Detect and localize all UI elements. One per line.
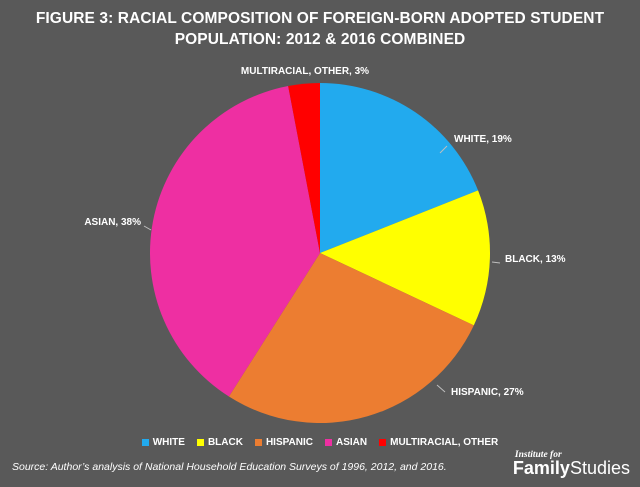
chart-title-line-2: POPULATION: 2012 & 2016 COMBINED [174,31,466,48]
legend-item: HISPANIC [254,437,313,448]
chart-title: FIGURE 3: RACIAL COMPOSITION OF FOREIGN-… [0,8,640,50]
legend: WHITE BLACK HISPANIC ASIAN MULTIRACIAL, OTHE… [0,437,640,448]
legend-item: MULTIRACIAL, OTHER [379,437,498,448]
leader-line [143,225,152,231]
data-label: WHITE, 19% [454,134,512,145]
data-label: MULTIRACIAL, OTHER, 3% [241,66,369,77]
legend-label: BLACK [207,437,243,448]
pie-slice-asian [149,86,320,397]
pie-slice-multiracial-other [288,83,320,253]
leader-line [491,261,501,264]
pie-slice-hispanic [228,253,474,424]
legend-swatch [254,439,262,446]
source-note: Source: Author’s analysis of National Ho… [12,461,447,473]
legend-swatch [379,439,387,446]
data-label: BLACK, 13% [505,254,566,265]
logo-word-family: Family [512,457,570,478]
legend-label: WHITE [152,437,185,448]
logo-word-studies: Studies [569,457,630,478]
legend-label: ASIAN [336,437,368,448]
leader-line [436,384,446,393]
pie-slice-white [320,83,479,253]
legend-label: MULTIRACIAL, OTHER [390,437,499,448]
pie-slice-black [320,190,490,326]
leader-line [439,145,448,154]
chart-title-line-1: FIGURE 3: RACIAL COMPOSITION OF FOREIGN-… [35,10,605,27]
legend-swatch [196,439,204,446]
legend-item: BLACK [196,437,243,448]
legend-label: HISPANIC [265,437,313,448]
legend-item: WHITE [141,437,185,448]
data-label: HISPANIC, 27% [451,387,524,398]
legend-item: ASIAN [325,437,367,448]
data-label: ASIAN, 38% [84,217,141,228]
legend-swatch [141,439,149,446]
legend-swatch [325,439,332,446]
logo-top-text: Institute for [514,450,562,460]
ifs-logo: Institute for FamilyStudies [513,450,630,478]
logo-bottom-text: FamilyStudies [513,458,630,478]
